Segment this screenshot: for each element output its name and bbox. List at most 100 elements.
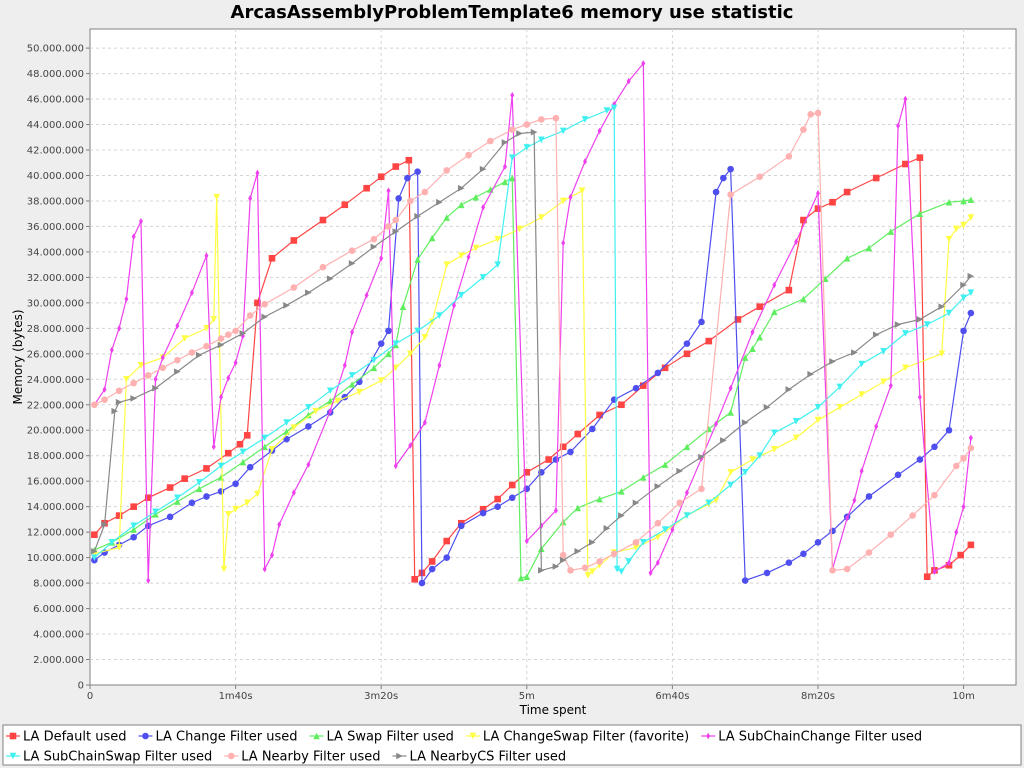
y-tick-label: 16.000.000 [27,477,84,488]
data-point [407,197,414,205]
data-point [916,210,924,217]
data-point [836,383,844,391]
data-point [968,434,973,442]
data-point [517,574,525,582]
data-point [108,539,116,546]
data-point [328,407,333,415]
data-point [880,347,887,355]
data-point [211,443,216,451]
data-point [283,435,290,443]
data-point [581,564,589,572]
data-point [625,558,633,565]
data-point [552,114,560,122]
data-point [290,424,298,431]
data-point [115,387,123,395]
data-point [756,303,764,310]
data-point [807,370,815,378]
data-point [174,368,181,375]
data-point [639,539,647,546]
data-point [568,193,573,201]
data-point [559,551,567,559]
data-point [932,568,937,575]
y-tick-label: 48.000.000 [27,69,84,80]
legend-item: LA Default used [6,730,126,745]
data-point [603,107,611,114]
data-point [175,322,180,330]
data-point [428,234,436,242]
data-point [523,573,531,581]
data-point [574,547,582,555]
y-tick-label: 2.000.000 [33,655,84,666]
data-point [931,491,938,499]
data-point [348,247,356,254]
data-point [734,316,742,323]
data-point [290,237,298,244]
data-point [530,128,538,136]
data-point [379,254,384,262]
data-point [772,281,777,289]
legend-item: LA ChangeSwap Filter (favorite) [465,730,689,745]
data-point [632,544,640,551]
data-point [728,384,733,392]
legend-item: LA Swap Filter used [309,730,454,745]
data-point [399,303,407,310]
legend: LA Default used LA Change Filter used LA S… [6,730,922,765]
data-point [947,559,952,567]
data-point [203,465,210,472]
data-point [961,503,966,510]
data-point [641,60,646,67]
data-point [421,333,429,341]
data-point [829,198,836,206]
data-point [195,479,203,486]
data-point [508,494,516,502]
data-point [414,168,421,175]
data-point [684,489,689,496]
data-point [632,499,640,507]
data-point [101,521,108,528]
legend-item: LA SubChainChange Filter used [701,730,922,745]
data-point [720,174,727,182]
data-point [538,214,545,221]
data-point [785,386,793,393]
data-point [395,195,402,202]
data-point [457,522,465,530]
series-6 [91,109,975,574]
data-point [370,243,378,251]
data-point [436,312,443,319]
grid-lines [90,29,1016,685]
data-point [494,495,501,503]
data-point [243,499,251,507]
legend-swatch-marker [227,752,235,760]
data-point [567,448,574,456]
data-point [967,444,975,452]
series-line [94,177,972,579]
data-point [437,361,442,369]
data-point [538,116,545,123]
series-7 [91,128,975,574]
data-point [236,440,244,448]
legend-item: LA SubChainSwap Filter used [6,750,212,765]
data-point [545,456,552,463]
data-point [411,575,418,583]
data-point [954,528,959,536]
data-point [283,302,290,309]
data-point [166,513,174,521]
data-point [174,356,181,364]
data-point [130,395,137,402]
data-point [953,225,960,233]
data-point [894,471,902,479]
data-point [727,481,734,489]
data-point [967,541,975,549]
data-point [117,325,122,332]
data-point [153,375,158,383]
data-point [807,111,815,118]
y-tick-label: 26.000.000 [27,349,84,360]
data-point [785,153,793,160]
data-point [393,462,398,470]
data-point [661,364,669,372]
data-point [814,109,822,117]
data-point [902,160,909,168]
legend-label: LA Change Filter used [155,730,297,745]
data-point [91,554,98,561]
data-point [291,489,296,496]
